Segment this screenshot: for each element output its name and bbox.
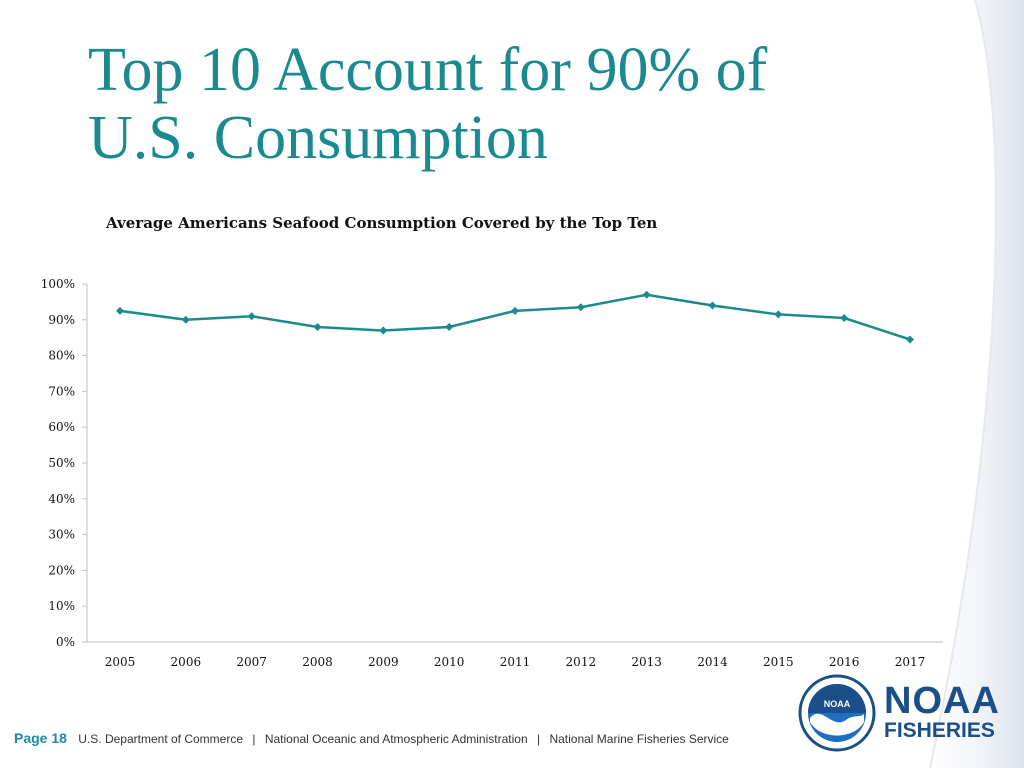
y-tick-label: 0% — [56, 635, 75, 649]
y-tick-label: 80% — [48, 349, 75, 363]
data-point — [708, 301, 717, 310]
data-point — [247, 312, 256, 321]
x-tick-label: 2014 — [697, 655, 728, 669]
data-point — [511, 306, 519, 315]
logo-noaa-text: NOAA — [884, 680, 1000, 722]
x-tick-label: 2013 — [631, 655, 662, 669]
noaa-fisheries-logo: NOAA NOAA FISHERIES — [798, 674, 1000, 754]
footer-separator: | — [252, 732, 256, 746]
logo-wordmark: NOAA FISHERIES — [884, 682, 1000, 742]
x-tick-label: 2009 — [368, 655, 399, 669]
chart-title: Average Americans Seafood Consumption Co… — [106, 214, 658, 232]
y-tick-label: 60% — [48, 420, 75, 434]
x-tick-label: 2008 — [302, 655, 333, 669]
y-tick-label: 30% — [48, 528, 75, 542]
data-point — [181, 315, 190, 324]
y-tick-label: 100% — [41, 277, 75, 291]
data-point — [116, 306, 124, 315]
footer-org-noaa: National Oceanic and Atmospheric Adminis… — [264, 732, 528, 746]
data-point — [774, 310, 783, 319]
noaa-seal-icon: NOAA — [798, 674, 876, 752]
x-tick-label: 2010 — [434, 655, 465, 669]
x-tick-label: 2007 — [236, 655, 267, 669]
data-point — [313, 322, 322, 331]
seal-text: NOAA — [824, 699, 851, 709]
data-point — [445, 322, 454, 331]
footer-org-nmfs: National Marine Fisheries Service — [549, 732, 729, 746]
y-tick-label: 70% — [48, 384, 75, 398]
footer: Page 18 U.S. Department of Commerce | Na… — [14, 730, 774, 750]
x-tick-label: 2006 — [171, 655, 202, 669]
x-tick-label: 2016 — [829, 655, 860, 669]
data-point — [840, 314, 849, 323]
y-tick-label: 20% — [48, 563, 75, 577]
x-tick-label: 2017 — [895, 655, 926, 669]
footer-org-commerce: U.S. Department of Commerce — [78, 732, 243, 746]
logo-fisheries-text: FISHERIES — [884, 719, 995, 742]
data-point — [379, 326, 388, 335]
title-line-1: Top 10 Account for 90% of — [88, 36, 768, 104]
x-tick-label: 2005 — [105, 655, 136, 669]
data-point — [906, 335, 914, 344]
x-tick-label: 2012 — [566, 655, 597, 669]
y-tick-label: 40% — [48, 492, 75, 506]
x-tick-label: 2015 — [763, 655, 794, 669]
slide-title: Top 10 Account for 90% of U.S. Consumpti… — [88, 36, 848, 172]
footer-separator: | — [536, 732, 541, 746]
data-point — [642, 290, 651, 299]
y-tick-label: 90% — [48, 313, 75, 327]
data-point — [576, 303, 585, 312]
series-line — [119, 293, 911, 341]
y-tick-label: 50% — [48, 456, 75, 470]
x-tick-label: 2011 — [500, 655, 531, 669]
title-line-2: U.S. Consumption — [88, 104, 548, 172]
page-number: Page 18 — [14, 730, 67, 746]
y-tick-label: 10% — [48, 599, 75, 613]
